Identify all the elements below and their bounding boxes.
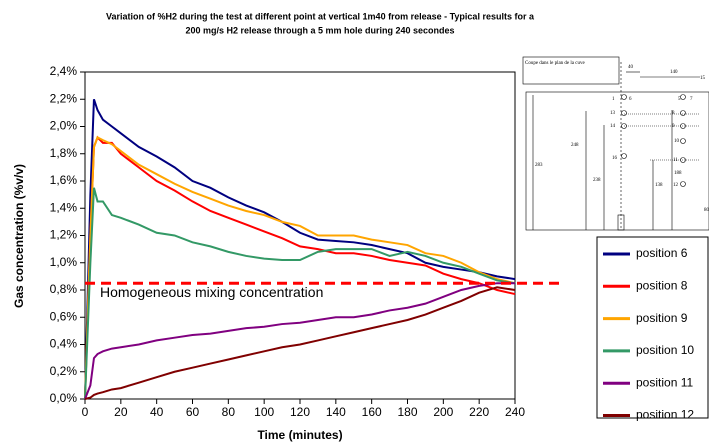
y-tick-label: 0,0% <box>50 391 78 405</box>
inset-diagram <box>522 56 709 231</box>
x-tick-label: 80 <box>222 405 236 419</box>
inset-label: 188 <box>674 171 682 176</box>
legend-label: position 6 <box>636 246 688 260</box>
y-tick-label: 0,8% <box>50 282 78 296</box>
series-line <box>84 136 516 400</box>
inset-label: 10 <box>674 139 680 144</box>
x-tick-label: 0 <box>82 405 89 419</box>
inset-label: 40 <box>628 65 634 70</box>
series-line <box>84 282 515 400</box>
y-tick-label: 1,4% <box>50 200 78 214</box>
legend-label: position 9 <box>636 311 688 325</box>
y-tick-label: 2,4% <box>50 64 78 78</box>
legend-box <box>596 236 709 419</box>
inset-label: 140 <box>670 70 678 75</box>
inset-label: 248 <box>571 143 579 148</box>
x-tick-label: 100 <box>254 405 274 419</box>
chart-title: Variation of %H2 during the test at diff… <box>106 11 535 21</box>
inset-label: 13 <box>610 111 616 116</box>
legend-label: position 8 <box>636 278 688 292</box>
inset-label: 238 <box>593 178 601 183</box>
y-tick-label: 1,0% <box>50 255 78 269</box>
x-tick-label: 160 <box>362 405 382 419</box>
inset-label: 138 <box>655 183 663 188</box>
x-tick-label: 200 <box>433 405 453 419</box>
x-tick-label: 180 <box>397 405 417 419</box>
inset-label: 16 <box>612 156 618 161</box>
y-tick-label: 1,2% <box>50 228 78 242</box>
x-tick-label: 240 <box>505 405 525 419</box>
x-tick-label: 140 <box>326 405 346 419</box>
legend-label: position 11 <box>636 375 693 389</box>
inset-label: 80 <box>704 208 709 213</box>
inset-label: 8 <box>672 111 675 116</box>
inset-label: 7 <box>690 97 693 102</box>
legend-label: position 10 <box>636 343 694 357</box>
series-line <box>84 98 516 400</box>
x-tick-label: 220 <box>469 405 489 419</box>
y-tick-label: 1,8% <box>50 146 78 160</box>
inset-label: 6 <box>629 97 632 102</box>
inset-label: 5 <box>678 97 681 102</box>
inset-label: 11 <box>673 158 678 163</box>
x-tick-label: 120 <box>290 405 310 419</box>
legend-label: position 12 <box>636 408 694 422</box>
y-tick-label: 2,0% <box>50 119 78 133</box>
plot-frame <box>84 71 516 400</box>
inset-label: 283 <box>535 163 543 168</box>
inset-label: 1 <box>612 97 615 102</box>
x-tick-label: 40 <box>150 405 164 419</box>
y-tick-label: 1,6% <box>50 173 78 187</box>
inset-label: 14 <box>610 124 616 129</box>
y-tick-label: 0,4% <box>50 337 78 351</box>
y-axis-label: Gas concentration (%v/v) <box>12 164 26 308</box>
series-line <box>84 286 516 400</box>
inset-label: Coupe dans le plan de la cuve <box>525 61 585 66</box>
inset-label: 12 <box>673 183 679 188</box>
chart-subtitle: 200 mg/s H2 release through a 5 mm hole … <box>185 25 454 35</box>
x-tick-label: 60 <box>186 405 200 419</box>
reference-label: Homogeneous mixing concentration <box>100 284 323 300</box>
y-tick-label: 2,2% <box>50 91 78 105</box>
y-tick-label: 0,6% <box>50 309 78 323</box>
inset-label: 15 <box>700 76 706 81</box>
x-tick-label: 20 <box>114 405 128 419</box>
inset-label: 9 <box>672 124 675 129</box>
series-line <box>84 187 516 400</box>
x-axis-label: Time (minutes) <box>257 428 342 442</box>
y-tick-label: 0,2% <box>50 364 78 378</box>
